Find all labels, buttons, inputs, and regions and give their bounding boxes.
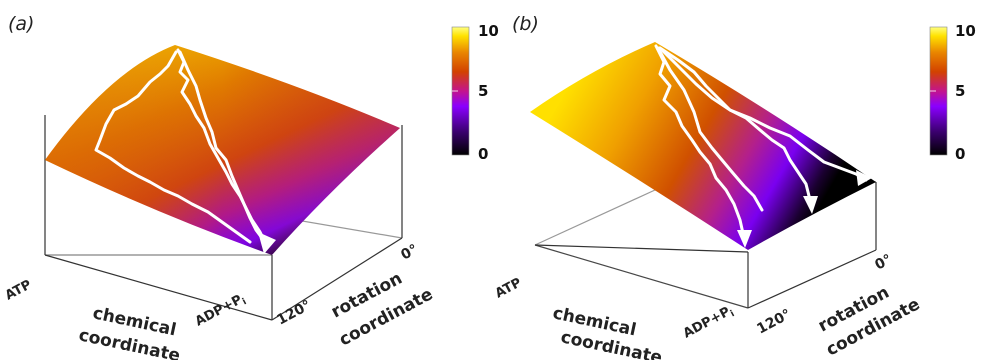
panel-b-colorbar-mid: 5 [955,82,965,100]
panel-b-trajectory-3 [660,48,868,182]
panel-a-label: (a) [8,13,34,35]
panel-a-colorbar-min: 0 [478,145,488,163]
panel-b-label: (b) [512,13,539,35]
panel-a-tick-0deg: 0° [398,242,420,264]
panel-a-tick-atp: ATP [3,277,34,303]
panel-a-colorbar-max: 10 [478,22,499,40]
panel-b-energy-surface [530,42,876,250]
panel-a-trajectory-2 [94,50,252,244]
panel-b-trajectory-2 [658,46,812,202]
panel-a: (a) ATP ADP+Pi 120° 0° chemical coordina… [3,13,499,360]
panel-b-arrowhead-2 [803,196,818,214]
panel-b-arrowhead-3 [856,170,872,186]
panel-b-tick-120deg: 120° [754,306,794,337]
panel-a-tick-120deg: 120° [274,297,314,328]
panel-b-trajectory-1 [654,44,746,240]
panel-b-tick-atp: ATP [493,275,524,301]
panel-b-tick-adp: ADP+Pi [681,303,737,343]
panel-a-colorbar-mid: 5 [478,82,488,100]
panel-b-tick-0deg: 0° [872,252,894,274]
panel-b: (b) ATP ADP+Pi 120° 0° chemical coordina [493,13,976,360]
panel-b-colorbar-min: 0 [955,145,965,163]
panel-b-trajectory-4 [656,46,764,212]
panel-a-colorbar: 10 5 0 [451,22,499,163]
panel-a-trajectory-3 [178,50,264,240]
panel-b-colorbar-max: 10 [955,22,976,40]
panel-a-arrowhead [258,232,276,254]
panel-b-colorbar: 10 5 0 [929,22,976,163]
panel-b-arrowhead-1 [737,230,752,248]
